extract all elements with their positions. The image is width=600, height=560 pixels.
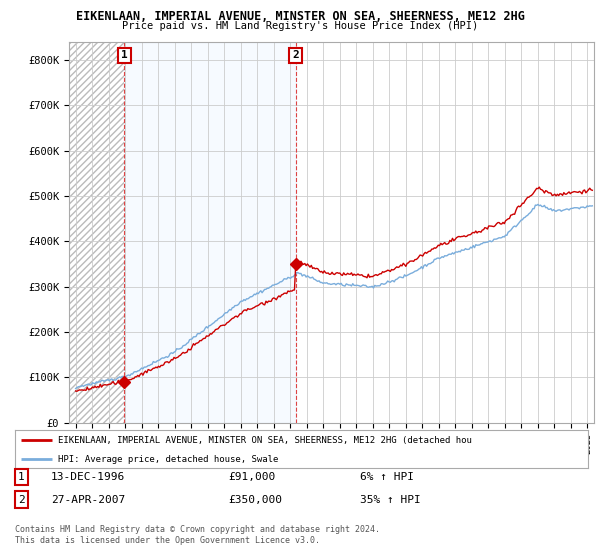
Text: 35% ↑ HPI: 35% ↑ HPI — [360, 494, 421, 505]
Text: 27-APR-2007: 27-APR-2007 — [51, 494, 125, 505]
Text: Price paid vs. HM Land Registry's House Price Index (HPI): Price paid vs. HM Land Registry's House … — [122, 21, 478, 31]
Text: 13-DEC-1996: 13-DEC-1996 — [51, 472, 125, 482]
Text: Contains HM Land Registry data © Crown copyright and database right 2024.
This d: Contains HM Land Registry data © Crown c… — [15, 525, 380, 545]
Text: £350,000: £350,000 — [228, 494, 282, 505]
Text: 2: 2 — [18, 494, 25, 505]
Text: £91,000: £91,000 — [228, 472, 275, 482]
Text: EIKENLAAN, IMPERIAL AVENUE, MINSTER ON SEA, SHEERNESS, ME12 2HG: EIKENLAAN, IMPERIAL AVENUE, MINSTER ON S… — [76, 10, 524, 23]
Bar — [69, 42, 124, 423]
Text: 1: 1 — [121, 50, 128, 60]
Text: 2: 2 — [292, 50, 299, 60]
Text: HPI: Average price, detached house, Swale: HPI: Average price, detached house, Swal… — [58, 455, 278, 464]
Text: 1: 1 — [18, 472, 25, 482]
Text: 6% ↑ HPI: 6% ↑ HPI — [360, 472, 414, 482]
Text: EIKENLAAN, IMPERIAL AVENUE, MINSTER ON SEA, SHEERNESS, ME12 2HG (detached hou: EIKENLAAN, IMPERIAL AVENUE, MINSTER ON S… — [58, 436, 472, 445]
Bar — [124, 42, 296, 423]
